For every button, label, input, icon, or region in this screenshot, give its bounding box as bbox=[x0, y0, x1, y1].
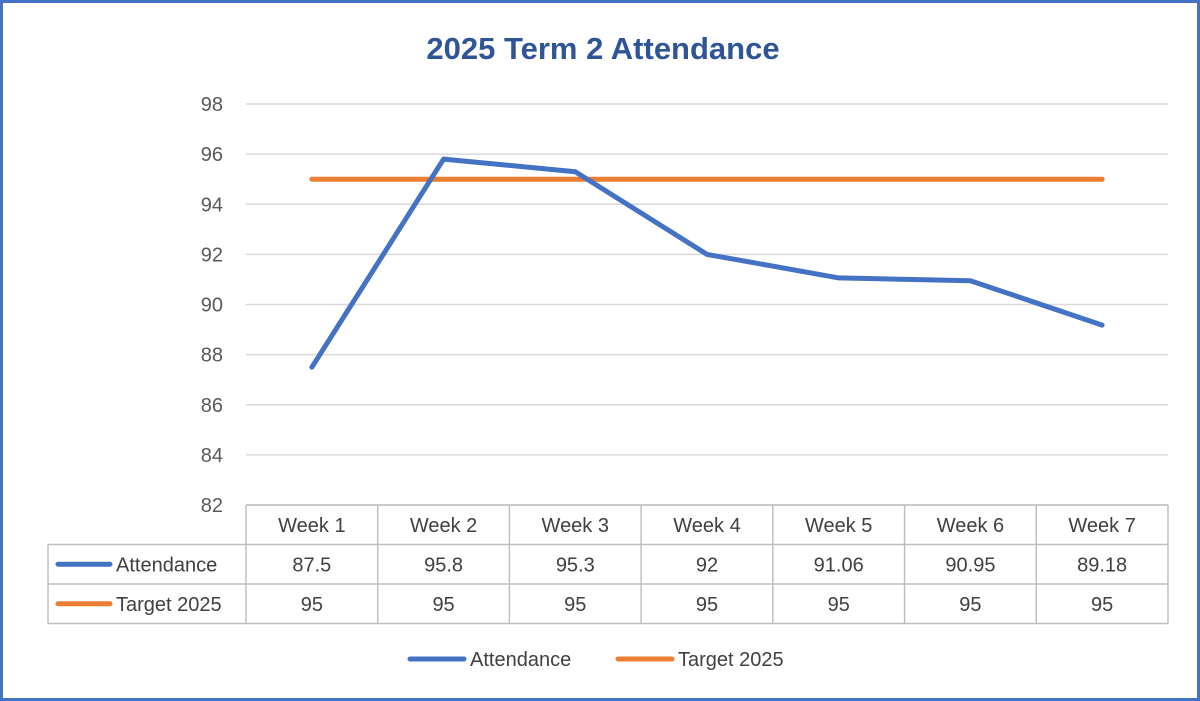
x-tick-label: Week 7 bbox=[1068, 515, 1135, 537]
data-point bbox=[1102, 179, 1103, 180]
gridlines bbox=[246, 103, 1168, 506]
data-point bbox=[1102, 325, 1103, 326]
data-label: 95 bbox=[959, 594, 981, 616]
y-tick-label: 94 bbox=[201, 194, 223, 216]
series-line-attendance bbox=[309, 156, 1105, 370]
data-point bbox=[575, 171, 576, 172]
legend-label: Attendance bbox=[470, 649, 571, 671]
data-label: 92 bbox=[696, 554, 718, 576]
x-tick-label: Week 6 bbox=[937, 515, 1004, 537]
y-tick-label: 82 bbox=[201, 495, 223, 517]
y-axis-tick-labels: 82 84 86 88 90 92 94 96 98 bbox=[201, 94, 223, 517]
row-label: Target 2025 bbox=[116, 594, 222, 616]
data-label: 95 bbox=[564, 594, 586, 616]
y-tick-label: 92 bbox=[201, 244, 223, 266]
legend: Attendance Target 2025 bbox=[407, 649, 784, 671]
data-point bbox=[311, 179, 312, 180]
data-label: 95 bbox=[432, 594, 454, 616]
x-tick-label: Week 1 bbox=[278, 515, 345, 537]
data-point bbox=[707, 254, 708, 255]
x-tick-label: Week 4 bbox=[673, 515, 740, 537]
data-point bbox=[311, 367, 312, 368]
data-label: 95.3 bbox=[556, 554, 595, 576]
data-point bbox=[838, 277, 839, 278]
data-label: 95 bbox=[696, 594, 718, 616]
data-label: 95 bbox=[301, 594, 323, 616]
x-tick-label: Week 2 bbox=[410, 515, 477, 537]
data-table: Week 1 Week 2 Week 3 Week 4 Week 5 Week 6 Week… bbox=[47, 504, 1169, 625]
data-label: 90.95 bbox=[945, 554, 995, 576]
data-label: 95 bbox=[828, 594, 850, 616]
data-label: 95.8 bbox=[424, 554, 463, 576]
data-label: 87.5 bbox=[292, 554, 331, 576]
y-tick-label: 98 bbox=[201, 94, 223, 116]
data-label: 89.18 bbox=[1077, 554, 1127, 576]
y-tick-label: 88 bbox=[201, 345, 223, 367]
data-point bbox=[707, 179, 708, 180]
y-tick-label: 90 bbox=[201, 295, 223, 317]
data-point bbox=[970, 280, 971, 281]
y-tick-label: 86 bbox=[201, 395, 223, 417]
legend-label: Target 2025 bbox=[678, 649, 784, 671]
x-tick-label: Week 5 bbox=[805, 515, 872, 537]
x-tick-label: Week 3 bbox=[542, 515, 609, 537]
data-label: 91.06 bbox=[814, 554, 864, 576]
series-lines bbox=[309, 156, 1105, 370]
y-tick-label: 84 bbox=[201, 445, 223, 467]
chart-title: 2025 Term 2 Attendance bbox=[426, 31, 780, 66]
y-tick-label: 96 bbox=[201, 144, 223, 166]
data-point bbox=[443, 179, 444, 180]
data-point bbox=[443, 159, 444, 160]
data-point bbox=[575, 179, 576, 180]
data-point bbox=[970, 179, 971, 180]
row-label: Attendance bbox=[116, 554, 217, 576]
data-point bbox=[838, 179, 839, 180]
data-label: 95 bbox=[1091, 594, 1113, 616]
